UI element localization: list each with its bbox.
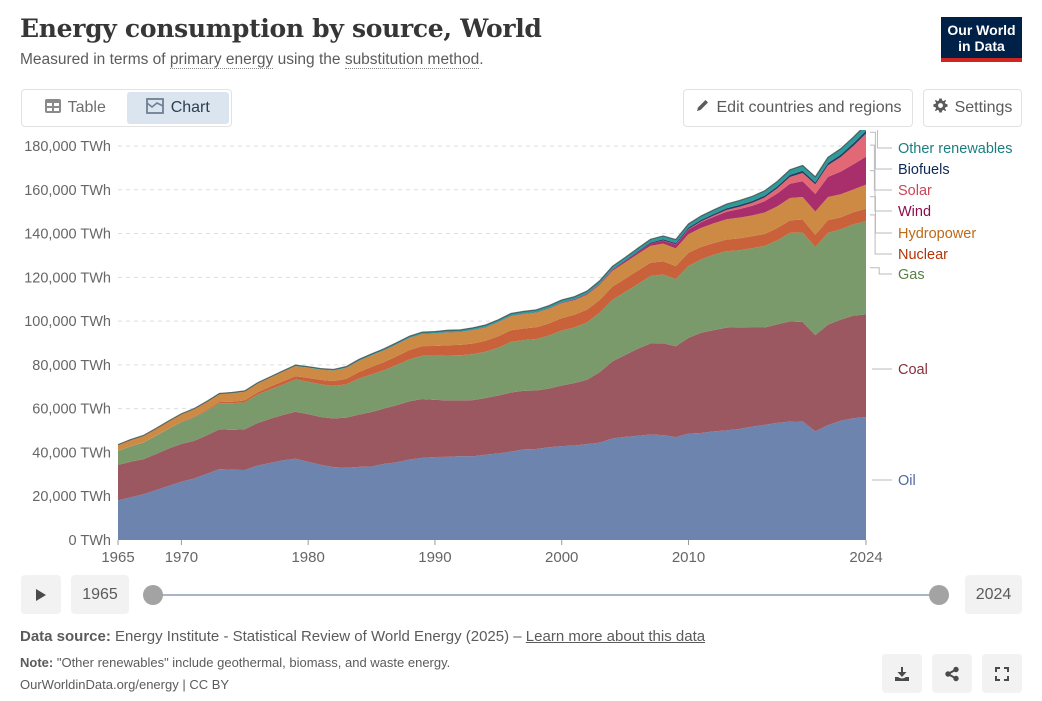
share-button[interactable] bbox=[932, 654, 972, 693]
subtitle-text: Measured in terms of bbox=[20, 51, 170, 68]
edit-countries-label: Edit countries and regions bbox=[716, 99, 902, 116]
x-tick-label: 1980 bbox=[291, 549, 324, 566]
page-title: Energy consumption by source, World bbox=[20, 14, 542, 43]
note: Note: "Other renewables" include geother… bbox=[20, 655, 450, 670]
legend-connector bbox=[870, 170, 892, 212]
legend-item-biofuels[interactable]: Biofuels bbox=[870, 131, 950, 178]
legend-item-other-renewables[interactable]: Other renewables bbox=[870, 130, 1012, 157]
y-tick-label: 20,000 TWh bbox=[32, 489, 111, 505]
fullscreen-icon bbox=[995, 666, 1009, 681]
legend-label: Coal bbox=[898, 362, 928, 378]
x-tick-label: 1970 bbox=[165, 549, 198, 566]
legend-item-nuclear[interactable]: Nuclear bbox=[870, 214, 948, 263]
tab-label: Chart bbox=[170, 99, 210, 116]
legend-connector bbox=[870, 196, 892, 234]
legend-label: Hydropower bbox=[898, 226, 976, 242]
subtitle-text: . bbox=[479, 51, 484, 68]
end-handle[interactable] bbox=[929, 585, 949, 605]
area-wind[interactable] bbox=[118, 156, 866, 446]
license-text[interactable]: OurWorldinData.org/energy | CC BY bbox=[20, 677, 230, 692]
gear-icon bbox=[933, 98, 948, 118]
page-subtitle: Measured in terms of primary energy usin… bbox=[20, 51, 484, 69]
download-icon bbox=[895, 666, 909, 681]
pencil-icon bbox=[695, 98, 710, 118]
source-text: Energy Institute - Statistical Review of… bbox=[115, 628, 526, 645]
legend-connector bbox=[870, 267, 892, 275]
owid-logo[interactable]: Our World in Data bbox=[941, 17, 1022, 62]
x-tick-label: 2010 bbox=[672, 549, 705, 566]
y-tick-label: 120,000 TWh bbox=[24, 270, 111, 286]
legend-label: Nuclear bbox=[898, 247, 948, 263]
y-tick-label: 100,000 TWh bbox=[24, 314, 111, 330]
start-year-display[interactable]: 1965 bbox=[71, 575, 129, 614]
legend-connector bbox=[870, 144, 892, 191]
legend-label: Gas bbox=[898, 267, 925, 283]
legend-item-gas[interactable]: Gas bbox=[870, 267, 925, 283]
logo-line-1: Our World bbox=[947, 22, 1016, 38]
note-text: "Other renewables" include geothermal, b… bbox=[56, 655, 451, 670]
substitution-method-link[interactable]: substitution method bbox=[344, 51, 480, 69]
x-tick-label: 1990 bbox=[418, 549, 451, 566]
area-oil[interactable] bbox=[118, 416, 866, 540]
source-label: Data source: bbox=[20, 628, 111, 645]
area-hydropower[interactable] bbox=[118, 184, 866, 451]
y-axis: 0 TWh 20,000 TWh 40,000 TWh 60,000 TWh 80,00… bbox=[24, 139, 111, 549]
legend-item-oil[interactable]: Oil bbox=[872, 473, 916, 489]
start-handle[interactable] bbox=[143, 585, 163, 605]
legend-item-hydropower[interactable]: Hydropower bbox=[870, 196, 976, 242]
legend-item-solar[interactable]: Solar bbox=[870, 144, 932, 199]
y-tick-label: 180,000 TWh bbox=[24, 139, 111, 155]
tab-label: Table bbox=[67, 99, 106, 116]
settings-label: Settings bbox=[954, 99, 1013, 116]
y-tick-label: 160,000 TWh bbox=[24, 183, 111, 199]
settings-button[interactable]: Settings bbox=[923, 89, 1022, 127]
y-tick-label: 80,000 TWh bbox=[32, 358, 111, 374]
logo-line-2: in Data bbox=[958, 38, 1005, 54]
x-tick-label: 2024 bbox=[849, 549, 882, 566]
play-icon bbox=[36, 588, 46, 601]
legend-connector bbox=[876, 130, 892, 149]
area-series bbox=[117, 130, 866, 540]
x-tick-label: 1965 bbox=[101, 549, 134, 566]
legend-connector bbox=[870, 214, 892, 255]
table-icon bbox=[44, 98, 61, 118]
data-source: Data source: Energy Institute - Statisti… bbox=[20, 628, 705, 645]
learn-more-link[interactable]: Learn more about this data bbox=[525, 628, 706, 645]
legend-label: Biofuels bbox=[898, 162, 950, 178]
timeline: 1965 2024 bbox=[0, 575, 1042, 615]
subtitle-text: using the bbox=[273, 51, 345, 68]
primary-energy-link[interactable]: primary energy bbox=[169, 51, 274, 69]
end-year-display[interactable]: 2024 bbox=[965, 575, 1022, 614]
legend: Oil Coal Gas Nuclear Hydropower Wind Solar Biof… bbox=[870, 130, 1012, 489]
x-tick-label: 2000 bbox=[545, 549, 578, 566]
chart-icon bbox=[145, 97, 164, 119]
total-outline bbox=[117, 130, 862, 446]
y-tick-label: 60,000 TWh bbox=[32, 402, 111, 418]
legend-connector bbox=[870, 131, 892, 170]
legend-label: Wind bbox=[898, 204, 931, 220]
fullscreen-button[interactable] bbox=[982, 654, 1022, 693]
legend-item-coal[interactable]: Coal bbox=[872, 362, 928, 378]
area-coal[interactable] bbox=[118, 314, 866, 501]
note-label: Note: bbox=[20, 655, 54, 670]
download-button[interactable] bbox=[882, 654, 922, 693]
tab-table[interactable]: Table bbox=[24, 92, 127, 124]
stacked-area-chart: 0 TWh 20,000 TWh 40,000 TWh 60,000 TWh 80,00… bbox=[24, 130, 1012, 566]
legend-item-wind[interactable]: Wind bbox=[870, 170, 931, 220]
tab-chart[interactable]: Chart bbox=[126, 92, 229, 124]
y-tick-label: 0 TWh bbox=[69, 533, 111, 549]
share-icon bbox=[945, 666, 959, 681]
y-tick-label: 40,000 TWh bbox=[32, 445, 111, 461]
area-gas[interactable] bbox=[118, 221, 866, 465]
edit-countries-button[interactable]: Edit countries and regions bbox=[683, 89, 913, 127]
x-axis: 1965 1970 1980 1990 2000 2010 2024 bbox=[101, 540, 883, 566]
y-tick-label: 140,000 TWh bbox=[24, 227, 111, 243]
area-nuclear[interactable] bbox=[118, 208, 866, 451]
legend-label: Oil bbox=[898, 473, 916, 489]
legend-label: Other renewables bbox=[898, 141, 1012, 157]
timeline-track[interactable] bbox=[153, 594, 939, 596]
play-button[interactable] bbox=[21, 575, 61, 614]
legend-label: Solar bbox=[898, 183, 932, 199]
view-tabs: Table Chart bbox=[21, 89, 232, 127]
